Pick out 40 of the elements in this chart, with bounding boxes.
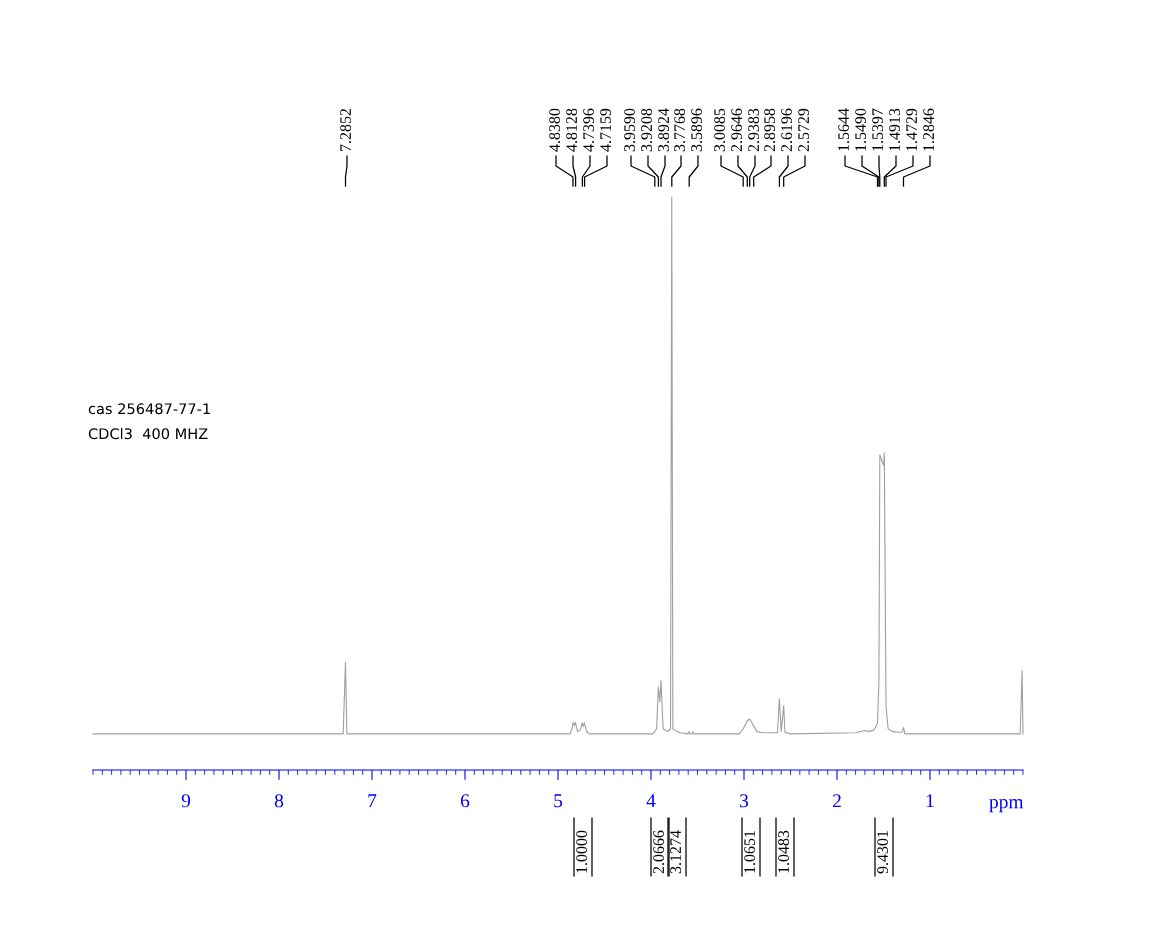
text: 1.4729 — [906, 108, 918, 151]
text: 3.9208 — [641, 108, 653, 152]
text: 2.5729 — [798, 108, 810, 152]
x-tick-label: 4 — [646, 794, 656, 808]
x-tick-label: 7 — [368, 794, 377, 808]
text: 2.8958 — [764, 108, 776, 152]
text: 2.6196 — [781, 108, 793, 152]
annotation: cas 256487-77-1 — [88, 403, 210, 415]
text: 3.9590 — [624, 108, 636, 152]
text: 3.8924 — [658, 108, 670, 152]
x-tick-label: 8 — [274, 794, 284, 808]
text: 4.7396 — [583, 108, 595, 152]
text: 1.5644 — [838, 108, 850, 151]
text: 1.0651 — [744, 831, 756, 873]
text: 3.5896 — [691, 108, 703, 152]
text: 2.9383 — [748, 108, 760, 152]
text: 1.5397 — [872, 108, 884, 151]
x-tick-label: 6 — [460, 794, 470, 808]
annotation: CDCl3 400 MHZ — [88, 427, 208, 440]
text: 4.8128 — [566, 108, 578, 152]
x-tick-label: 1 — [926, 794, 934, 808]
text: 1.5490 — [855, 108, 867, 151]
x-tick-label: 9 — [181, 794, 191, 808]
text: 4.7159 — [600, 108, 612, 152]
text: 3.7768 — [674, 108, 686, 152]
text: 4.8380 — [549, 108, 561, 152]
text: 1.2846 — [923, 108, 935, 151]
text: 1.0000 — [576, 830, 588, 873]
text: 1.0483 — [778, 830, 790, 873]
text: 1.4913 — [889, 108, 901, 151]
text: 9.4301 — [877, 831, 889, 874]
text: 3.1274 — [670, 830, 682, 874]
text: 3.0085 — [714, 108, 726, 152]
x-tick-label: 2 — [832, 794, 841, 808]
text: 7.2852 — [340, 108, 352, 151]
x-axis-title: ppm — [989, 798, 1024, 813]
x-tick-label: 5 — [554, 794, 563, 808]
text: 2.0666 — [653, 830, 665, 874]
text: 2.9646 — [731, 108, 743, 152]
x-tick-label: 3 — [740, 794, 749, 808]
